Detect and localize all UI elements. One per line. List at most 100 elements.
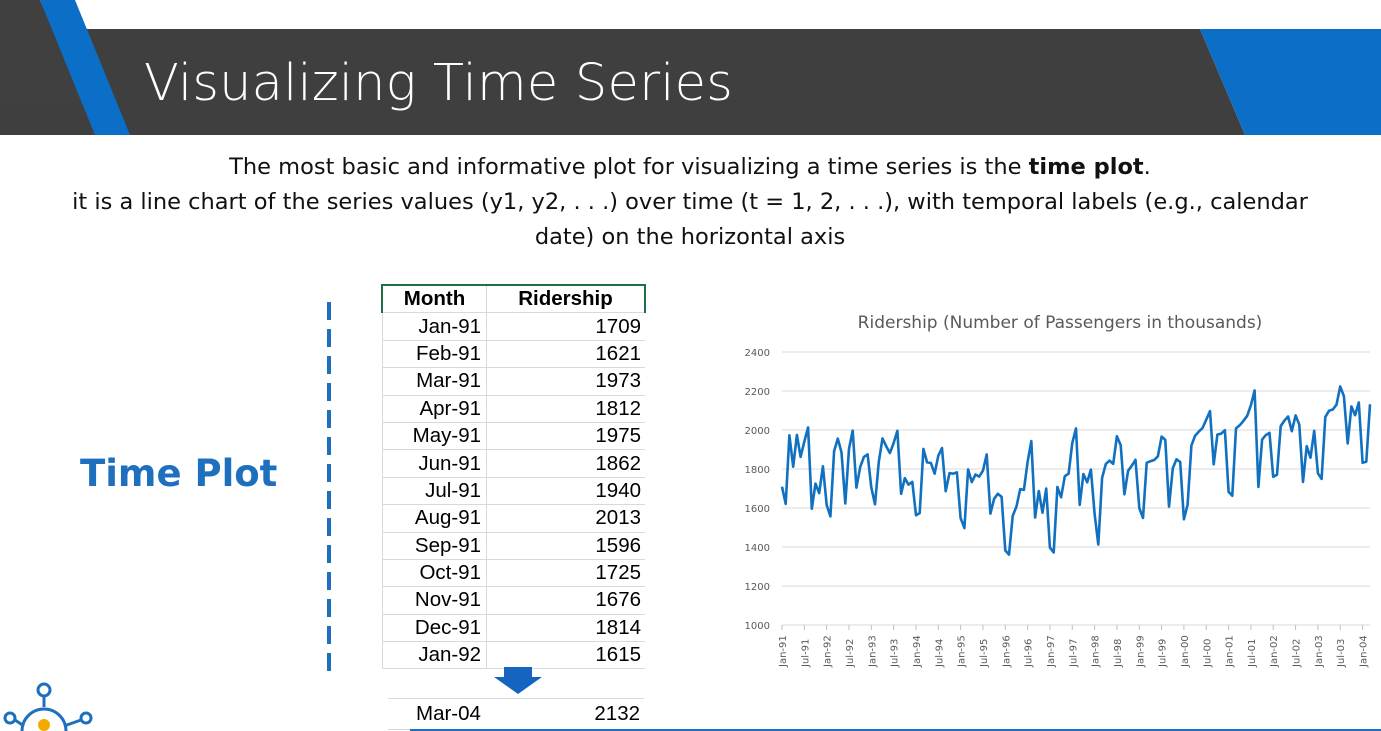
table-cell-month: May-91: [381, 422, 487, 451]
chart-x-tick-label: Jan-91: [778, 635, 789, 668]
table-cell-ridership: 1862: [486, 449, 645, 478]
intro-line-1-bold: time plot: [1028, 154, 1144, 180]
chart-x-tick-label: Jul-91: [800, 639, 811, 668]
intro-line-3: date) on the horizontal axis: [534, 224, 846, 250]
table-row: Oct-91 1725: [381, 559, 645, 588]
table-row: Feb-91 1621: [381, 340, 645, 369]
intro-line-2: it is a line chart of the series values …: [72, 189, 1308, 215]
logo-icon: [3, 682, 93, 731]
table-row: Sep-91 1596: [381, 532, 645, 560]
ridership-series-line: [780, 385, 1372, 556]
chart-x-tick-label: Jan-92: [823, 635, 834, 668]
header-left-dark-wedge: [0, 0, 85, 104]
table-row: Aug-91 2013: [381, 504, 645, 533]
chart-y-tick-label: 2200: [745, 387, 770, 398]
chart-x-tick-label: Jul-99: [1158, 639, 1169, 668]
table-cell-month: Jun-91: [381, 449, 487, 478]
table-cell-month: Jan-92: [381, 641, 487, 670]
chart-x-tick-label: Jan-04: [1359, 635, 1370, 668]
header-dark-band: [0, 29, 1245, 135]
footer-line: [410, 729, 1381, 731]
chart-x-tick-label: Jul-02: [1292, 639, 1303, 668]
header-band: [0, 0, 1381, 135]
table-cell-month: Mar-91: [381, 367, 487, 396]
chart-x-tick-label: Jan-03: [1314, 635, 1325, 668]
table-cell-ridership: 1975: [486, 422, 645, 451]
chart-x-tick-label: Jan-98: [1091, 635, 1102, 668]
slide-title: Visualizing Time Series: [144, 54, 733, 113]
table-row: Dec-91 1814: [381, 614, 645, 643]
table-cell-ridership: 1621: [486, 340, 645, 369]
table-cell-ridership: 1940: [486, 477, 645, 506]
chart-y-tick-label: 1000: [745, 621, 770, 632]
table-header-month: Month: [381, 284, 487, 314]
table-cell-ridership: 1709: [486, 312, 645, 341]
table-cell-month: Jan-91: [381, 312, 487, 341]
chart-y-tick-label: 1200: [745, 582, 770, 593]
chart-y-tick-label: 2000: [745, 426, 770, 437]
table-cell-ridership: 1973: [486, 367, 645, 396]
chart-x-tick-label: Jan-97: [1046, 635, 1057, 668]
chart-x-tick-label: Jul-95: [979, 639, 990, 668]
chart-y-tick-label: 1800: [745, 465, 770, 476]
dashed-divider: [327, 302, 331, 680]
chart-y-tick-label: 1600: [745, 504, 770, 515]
chart-x-tick-label: Jan-02: [1269, 635, 1280, 668]
chart-x-tick-label: Jul-96: [1024, 639, 1035, 668]
table-last-row: Mar-04 2132: [388, 698, 644, 730]
chart-x-tick-label: Jan-00: [1180, 635, 1191, 668]
last-row-month: Mar-04: [416, 702, 481, 725]
table-cell-month: Apr-91: [381, 395, 487, 423]
table-cell-ridership: 1676: [486, 586, 645, 615]
table-cell-month: Jul-91: [381, 477, 487, 506]
table-cell-month: Oct-91: [381, 559, 487, 588]
table-cell-month: Feb-91: [381, 340, 487, 369]
intro-line-1-pre: The most basic and informative plot for …: [229, 154, 1029, 180]
table-row: Jul-91 1940: [381, 477, 645, 506]
table-cell-ridership: 1596: [486, 532, 645, 560]
chart-x-tick-label: Jul-97: [1068, 639, 1079, 668]
intro-line-1-post: .: [1143, 154, 1151, 180]
table-cell-ridership: 1615: [486, 641, 645, 670]
table-cell-month: Aug-91: [381, 504, 487, 533]
chart-x-tick-label: Jan-95: [957, 635, 968, 668]
table-header-row: Month Ridership: [381, 284, 646, 314]
table-cell-ridership: 1812: [486, 395, 645, 423]
chart-x-tick-labels: Jan-91 Jul-91 Jan-92 Jul-92 Jan-93 Jul-93 Jan-…: [778, 625, 1370, 668]
down-arrow-icon: [494, 667, 542, 694]
chart-x-tick-label: Jul-93: [890, 639, 901, 668]
intro-line-1: The most basic and informative plot for …: [40, 150, 1340, 185]
chart-x-tick-label: Jul-92: [845, 639, 856, 668]
chart-x-tick-label: Jan-93: [867, 635, 878, 668]
table-cell-ridership: 1725: [486, 559, 645, 588]
chart-x-tick-label: Jan-96: [1001, 635, 1012, 668]
table-row: Nov-91 1676: [381, 586, 645, 615]
table-cell-month: Dec-91: [381, 614, 487, 643]
chart-x-tick-label: Jul-94: [934, 639, 945, 668]
chart-x-tick-label: Jul-03: [1336, 639, 1347, 668]
table-row: May-91 1975: [381, 422, 645, 451]
table-row: Mar-91 1973: [381, 367, 645, 396]
chart-y-tick-label: 1400: [745, 543, 770, 554]
table-row: Jun-91 1862: [381, 449, 645, 478]
ridership-line-chart: Ridership (Number of Passengers in thous…: [745, 313, 1372, 668]
table-cell-month: Sep-91: [381, 532, 487, 560]
table-cell-month: Nov-91: [381, 586, 487, 615]
table-cell-ridership: 2013: [486, 504, 645, 533]
chart-series: [780, 385, 1372, 556]
time-plot-label: Time Plot: [80, 452, 278, 495]
header-left-blue-stripe: [40, 0, 130, 135]
chart-x-tick-label: Jan-99: [1135, 635, 1146, 668]
chart-x-tick-label: Jul-98: [1113, 639, 1124, 668]
chart-x-tick-label: Jul-00: [1202, 639, 1213, 668]
table-cell-ridership: 1814: [486, 614, 645, 643]
intro-text: The most basic and informative plot for …: [40, 150, 1340, 255]
header-right-blue-block: [1200, 29, 1381, 135]
table-header-ridership: Ridership: [486, 284, 646, 314]
chart-y-tick-labels: 1000 1200 1400 1600 1800 2000 2200 2400: [745, 348, 770, 632]
chart-x-tick-label: Jan-01: [1225, 635, 1236, 668]
table-row: Jan-92 1615: [381, 641, 645, 670]
table-row: Jan-91 1709: [381, 312, 645, 341]
chart-y-tick-label: 2400: [745, 348, 770, 359]
ridership-table: Month Ridership Jan-91 1709 Feb-91 1621 Mar-…: [381, 284, 646, 670]
